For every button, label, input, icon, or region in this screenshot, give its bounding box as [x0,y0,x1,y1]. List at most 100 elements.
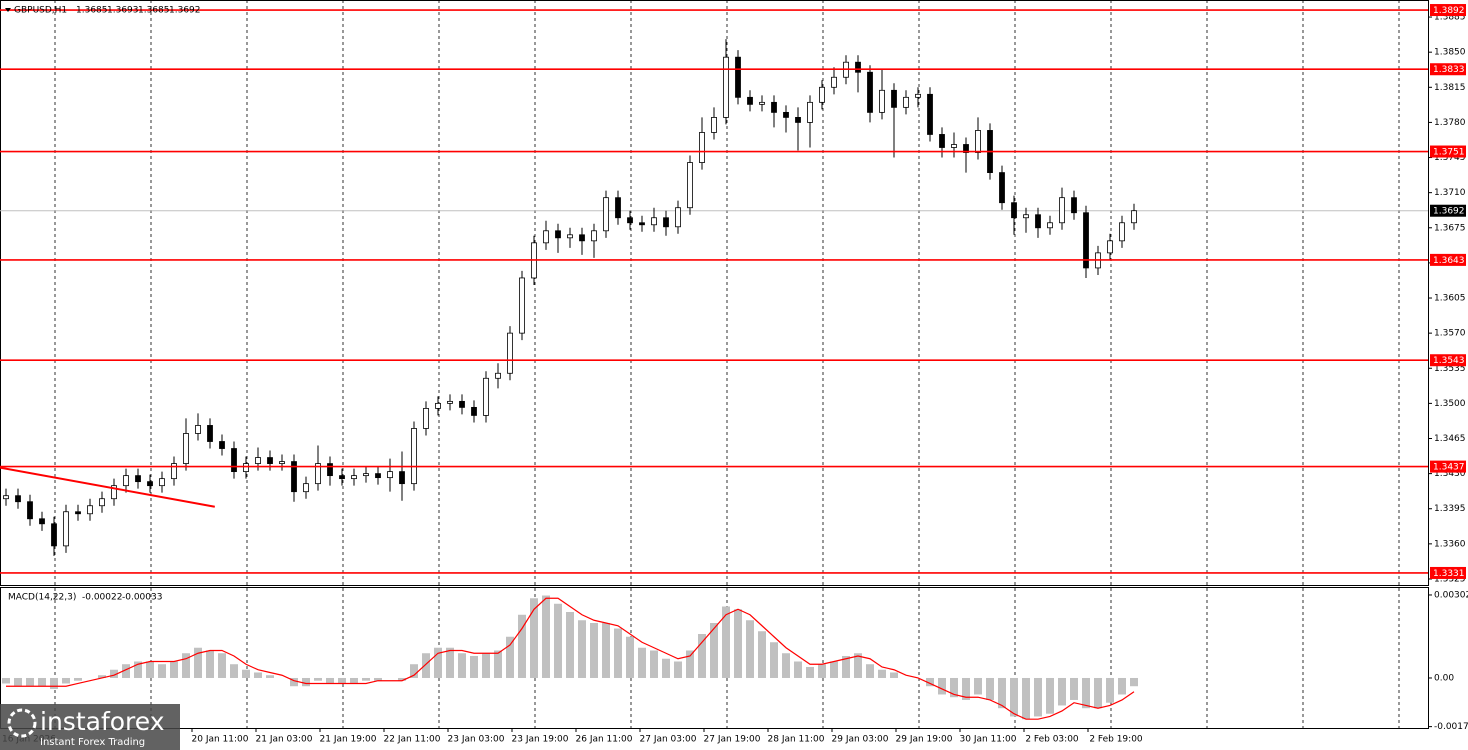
x-tick-label: 22 Jan 11:00 [384,735,441,745]
header-value: -0.00033 [122,593,162,603]
candle-body [1011,202,1017,219]
candle-body [1023,214,1029,219]
level-label: 1.3543 [1433,356,1465,366]
candle-body [303,483,309,493]
macd-bar [602,623,610,678]
y-tick-label: 1.3360 [1434,539,1466,549]
x-tick-label: 21 Jan 03:00 [256,735,313,745]
candle-body [915,93,921,98]
candle-body [855,61,861,73]
macd-bar [1130,677,1138,687]
macd-bar [698,634,706,678]
macd-bar [854,653,862,678]
candle-body [123,475,129,487]
candle-body [183,433,189,464]
macd-bar [446,647,454,678]
level-label-box [1430,145,1466,158]
macd-panel-frame [0,587,1429,729]
candle-body [279,461,285,464]
macd-bar [1046,677,1054,714]
macd-bar [494,650,502,678]
candle-body [39,518,45,525]
y-tick-label: 1.3430 [1434,469,1466,479]
macd-bar [590,623,598,678]
candle-body [219,441,225,449]
macd-bar [770,642,778,678]
macd-bar [302,677,310,687]
y-tick-label: 1.3780 [1434,118,1466,128]
candle-body [207,425,213,442]
candle-body [999,172,1005,204]
header-value: 1.3692 [169,6,201,16]
candle-body [723,56,729,118]
macd-bar [662,658,670,678]
macd-bar [518,614,526,678]
symbol-arrow [5,8,11,12]
candle-body [735,56,741,98]
macd-bar [398,677,406,681]
candle-body [891,89,897,108]
indicator-title: MACD(14,22,3) [8,593,76,603]
x-tick-label: 2 Feb 03:00 [1025,735,1079,745]
macd-bar [110,669,118,678]
macd-bar [614,628,622,678]
x-tick-label: 20 Jan 11:00 [192,735,249,745]
candle-body [627,217,633,224]
candle-body [687,162,693,209]
candle-body [1059,197,1065,224]
x-tick-label: 23 Jan 03:00 [448,735,505,745]
y-tick-label: 0.00 [1434,673,1454,683]
level-label-box [1430,253,1466,266]
candle-body [1083,212,1089,269]
candle-body [867,71,873,113]
level-label: 1.3833 [1433,65,1465,75]
candle-body [1071,197,1077,214]
header-value: 1.3685 [76,6,108,16]
candle-body [351,475,357,480]
macd-bar [134,661,142,678]
macd-bar [2,677,10,684]
macd-bar [98,675,106,678]
y-tick-label: 1.3465 [1434,434,1466,444]
candle-body [375,473,381,479]
logo-icon [7,708,37,738]
macd-bar [554,603,562,678]
candle-body [171,463,177,480]
x-tick-label: 2 Feb 19:00 [1089,735,1143,745]
macd-bar [26,677,34,687]
x-tick-label: 30 Jan 11:00 [960,735,1017,745]
macd-bar [710,623,718,678]
macd-bar [566,612,574,678]
macd-bar [74,677,82,681]
candle-body [1047,222,1053,229]
macd-bar [806,666,814,678]
candle-body [963,144,969,153]
candle-body [603,197,609,232]
macd-bar [350,677,358,684]
candle-body [663,217,669,228]
level-label-box [1430,354,1466,367]
macd-bar [14,677,22,687]
macd-bar [1058,677,1066,706]
candle-body [243,463,249,473]
macd-bar [230,664,238,678]
candle-body [423,407,429,429]
candle-body [807,101,813,123]
logo-brand: instaforex [40,707,165,736]
macd-bar [158,664,166,678]
macd-bar [1118,677,1126,695]
macd-bar [1094,677,1102,709]
macd-bar [866,664,874,678]
candle-body [471,406,477,416]
y-tick-label: 1.3570 [1434,329,1466,339]
macd-bar [38,677,46,687]
x-tick-label: 27 Jan 03:00 [640,735,697,745]
x-tick-label: 27 Jan 19:00 [704,735,761,745]
candle-body [507,332,513,374]
candle-body [711,117,717,133]
candle-body [435,402,441,409]
macd-bar [482,653,490,678]
candle-body [75,511,81,515]
header-value: 1.3685 [138,6,170,16]
candle-body [99,498,105,507]
